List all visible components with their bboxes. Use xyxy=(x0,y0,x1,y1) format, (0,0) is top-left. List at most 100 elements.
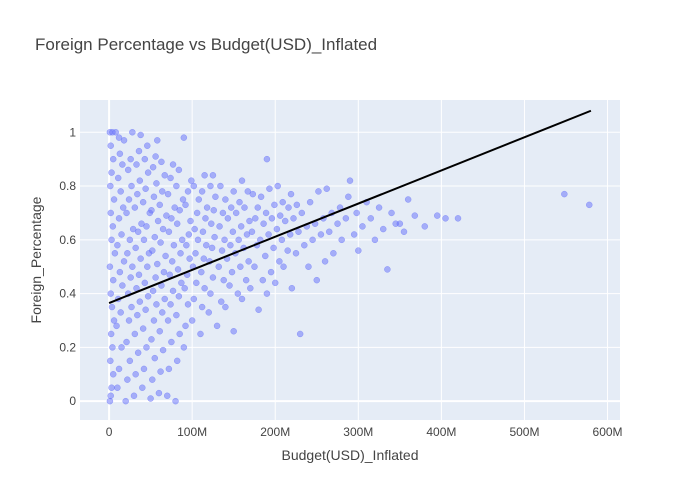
data-point xyxy=(140,365,148,373)
data-point xyxy=(181,284,188,292)
trendline xyxy=(108,109,592,304)
data-point xyxy=(295,228,302,236)
data-point xyxy=(127,274,134,281)
x-axis-title: Budget(USD)_Inflated xyxy=(282,447,419,463)
data-point xyxy=(442,215,449,222)
data-point xyxy=(254,204,262,211)
data-point xyxy=(184,188,192,195)
data-point xyxy=(192,250,199,257)
data-point xyxy=(149,287,157,295)
data-point xyxy=(135,271,143,279)
data-point xyxy=(178,279,185,287)
data-point xyxy=(110,196,118,203)
data-point xyxy=(317,231,325,238)
data-point xyxy=(149,376,156,383)
data-point xyxy=(130,392,138,400)
data-point xyxy=(203,204,211,211)
data-point xyxy=(178,236,186,244)
data-point xyxy=(124,376,131,383)
data-point xyxy=(142,185,149,192)
data-point xyxy=(379,225,387,233)
data-point xyxy=(229,228,237,236)
data-point xyxy=(168,258,176,265)
data-point xyxy=(163,392,171,400)
data-point xyxy=(111,250,119,257)
data-point xyxy=(421,223,429,230)
data-point xyxy=(106,263,114,270)
data-point xyxy=(107,182,114,190)
data-point xyxy=(191,225,198,233)
data-point xyxy=(107,290,114,297)
data-point xyxy=(142,306,149,313)
data-point xyxy=(108,169,115,176)
data-point xyxy=(207,290,214,297)
data-point xyxy=(132,371,139,378)
data-point xyxy=(153,301,160,308)
data-point xyxy=(259,276,267,284)
data-point xyxy=(202,215,209,222)
data-point xyxy=(323,185,330,192)
data-point xyxy=(265,231,272,238)
data-point xyxy=(139,384,146,391)
data-point xyxy=(186,255,193,262)
data-point xyxy=(227,241,234,249)
data-point xyxy=(238,177,246,184)
data-point xyxy=(217,298,225,305)
data-point xyxy=(160,268,168,276)
data-point xyxy=(262,252,269,260)
data-point xyxy=(165,365,173,373)
data-point xyxy=(182,322,189,330)
data-point xyxy=(298,209,306,217)
x-axis-ticks: 0 100M 200M 300M 400M 500M 600M xyxy=(106,425,623,439)
y-axis-ticks: 0 0.2 0.4 0.6 0.8 1 xyxy=(59,125,76,408)
data-point xyxy=(139,198,147,206)
data-point xyxy=(213,322,221,330)
data-point xyxy=(167,174,174,182)
data-point xyxy=(208,220,215,227)
data-point xyxy=(180,134,188,141)
data-point xyxy=(107,357,114,365)
data-point xyxy=(156,328,164,335)
data-point xyxy=(209,172,217,179)
data-point xyxy=(155,389,163,397)
data-point xyxy=(118,231,125,238)
data-point xyxy=(122,397,129,405)
data-point xyxy=(228,268,236,276)
data-point xyxy=(236,198,243,206)
data-point xyxy=(384,266,391,273)
data-point xyxy=(276,212,284,219)
data-point xyxy=(107,142,114,149)
y-tick-label: 0.2 xyxy=(59,340,76,354)
data-point xyxy=(284,247,291,254)
data-point xyxy=(107,209,114,217)
data-point xyxy=(175,293,183,300)
data-point xyxy=(157,239,164,246)
data-point xyxy=(123,209,130,217)
data-point xyxy=(138,220,145,227)
data-point xyxy=(117,309,124,316)
data-point xyxy=(198,268,205,276)
data-point xyxy=(355,247,362,254)
chart-title: Foreign Percentage vs Budget(USD)_Inflat… xyxy=(35,35,377,54)
data-point xyxy=(313,276,321,284)
data-point xyxy=(154,217,162,225)
data-point xyxy=(194,236,202,244)
data-point xyxy=(152,274,159,281)
data-point xyxy=(182,201,189,209)
data-point xyxy=(158,309,166,316)
data-point xyxy=(198,188,206,195)
x-tick-label: 0 xyxy=(106,425,113,439)
data-point xyxy=(273,225,281,233)
data-point xyxy=(151,354,159,362)
data-point xyxy=(123,338,130,346)
data-point xyxy=(135,147,143,155)
data-point xyxy=(149,163,157,171)
data-point xyxy=(222,196,229,203)
data-point xyxy=(107,330,115,338)
data-point xyxy=(201,284,208,292)
data-point xyxy=(129,225,137,233)
data-point xyxy=(125,196,133,203)
data-point xyxy=(164,190,172,198)
data-point xyxy=(280,263,287,270)
